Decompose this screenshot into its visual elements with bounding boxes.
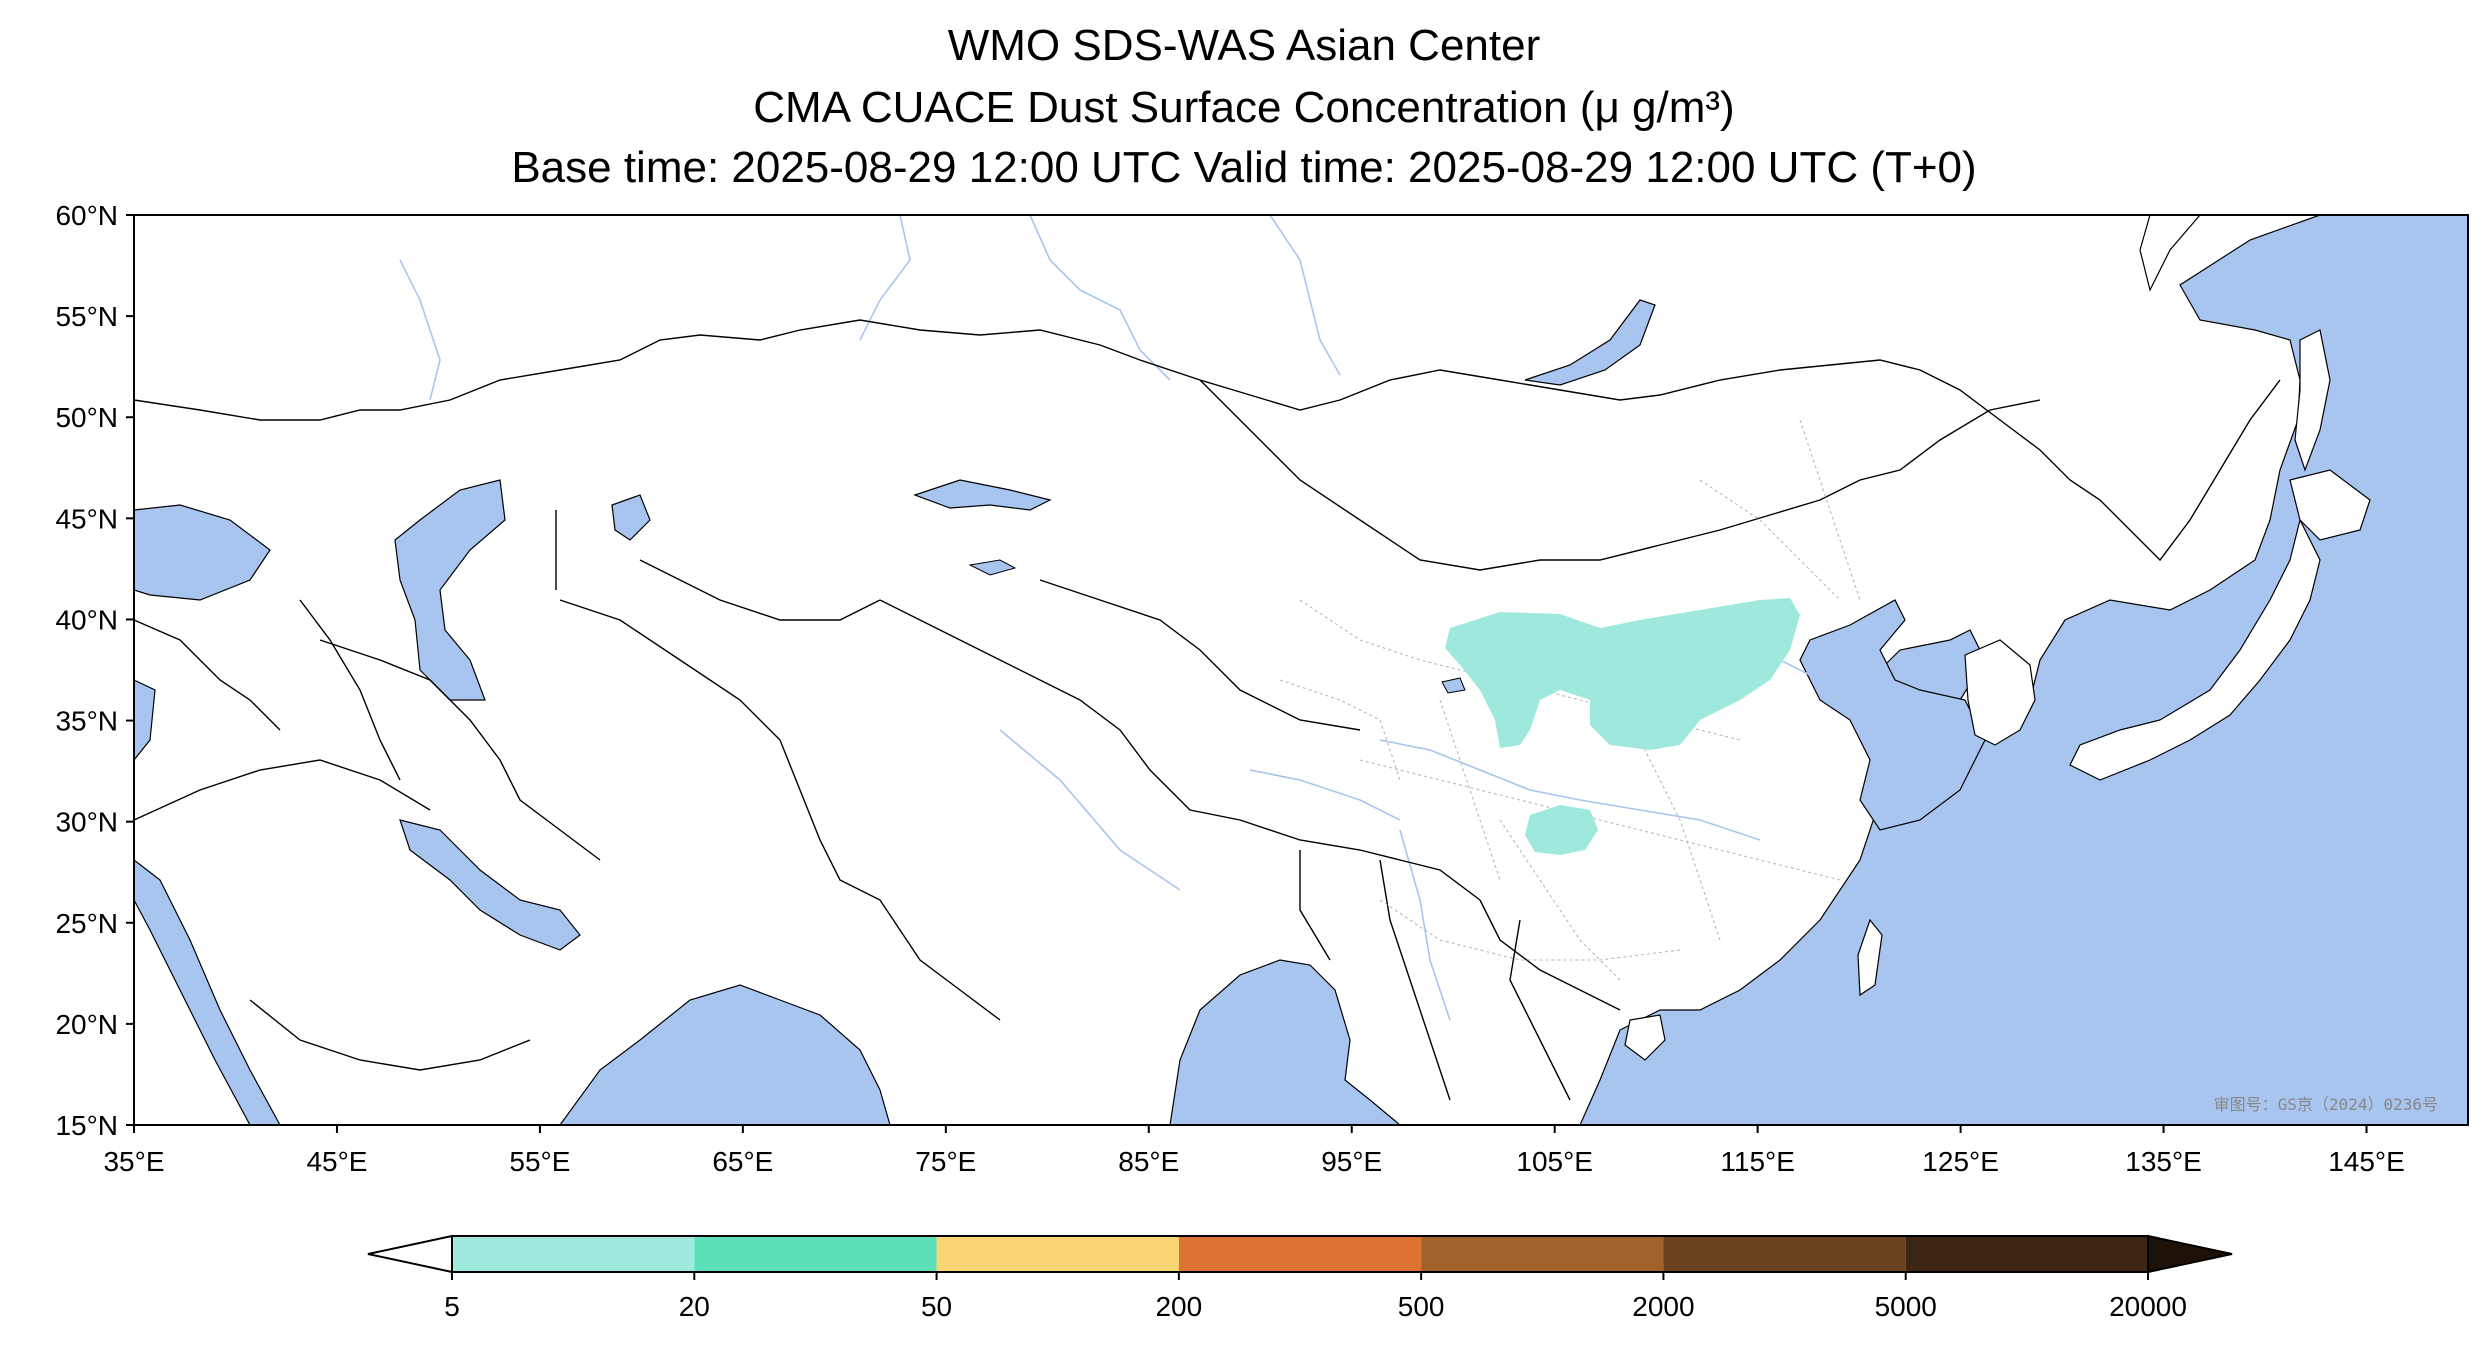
colorbar-label: 2000 — [1632, 1291, 1694, 1322]
colorbar-under-arrow — [367, 1234, 453, 1274]
longitude-axis: 35°E 45°E 55°E 65°E 75°E 85°E 95°E 105°E 115°E 12… — [103, 1125, 2405, 1177]
dust-region-sichuan — [1525, 805, 1598, 855]
colorbar-label: 500 — [1398, 1291, 1445, 1322]
caspian-sea — [394, 479, 506, 701]
lake-baikal — [1524, 299, 1656, 386]
colorbar-outline — [451, 1235, 2149, 1273]
lon-label: 45°E — [306, 1146, 367, 1177]
lon-label: 95°E — [1321, 1146, 1382, 1177]
dust-region-north — [1445, 598, 1800, 750]
lon-label: 65°E — [712, 1146, 773, 1177]
lon-label: 145°E — [2328, 1146, 2405, 1177]
korea — [1964, 639, 2036, 746]
colorbar-label: 5 — [444, 1291, 460, 1322]
lat-label: 35°N — [55, 706, 118, 737]
taiwan — [1857, 918, 1883, 997]
persian-gulf — [399, 819, 581, 951]
aral-sea — [611, 494, 651, 541]
lat-label: 55°N — [55, 301, 118, 332]
lat-label: 45°N — [55, 503, 118, 534]
colorbar-label: 20 — [679, 1291, 710, 1322]
black-sea — [134, 504, 271, 601]
title-line-1: WMO SDS-WAS Asian Center — [947, 21, 1541, 70]
colorbar-label: 200 — [1155, 1291, 1202, 1322]
colorbar-label: 20000 — [2109, 1291, 2187, 1322]
japan — [2069, 518, 2321, 781]
colorbar-segment — [1178, 1236, 1422, 1272]
lon-label: 135°E — [2125, 1146, 2202, 1177]
hainan — [1624, 1014, 1666, 1061]
lon-label: 115°E — [1720, 1146, 1795, 1177]
lon-label: 125°E — [1922, 1146, 1999, 1177]
lat-label: 20°N — [55, 1009, 118, 1040]
colorbar-segment — [694, 1236, 937, 1272]
colorbar-segment — [1663, 1236, 1906, 1272]
lon-label: 35°E — [103, 1146, 164, 1177]
lake-issyk-kul — [968, 559, 1017, 576]
kamchatka-coast — [2139, 215, 2201, 292]
title-line-3: Base time: 2025-08-29 12:00 UTC Valid ti… — [511, 143, 1977, 192]
lon-label: 75°E — [915, 1146, 976, 1177]
lon-label: 85°E — [1118, 1146, 1179, 1177]
hokkaido — [2289, 469, 2371, 541]
bay-of-bengal — [1169, 959, 1401, 1125]
yellow-sea — [1799, 599, 1986, 831]
qinghai-lake — [1441, 677, 1466, 694]
sakhalin — [2294, 329, 2331, 472]
lat-label: 40°N — [55, 604, 118, 635]
lat-label: 15°N — [55, 1110, 118, 1141]
lat-label: 25°N — [55, 908, 118, 939]
colorbar-label: 5000 — [1875, 1291, 1937, 1322]
title-line-2: CMA CUACE Dust Surface Concentration (μ … — [753, 83, 1735, 132]
colorbar-segment — [1905, 1236, 2148, 1272]
lat-label: 50°N — [55, 402, 118, 433]
lon-label: 55°E — [509, 1146, 570, 1177]
colorbar-over-arrow — [2147, 1234, 2233, 1274]
map-frame — [133, 214, 2469, 1126]
latitude-axis: 60°N 55°N 50°N 45°N 40°N 35°N 30°N 25°N 20°N 15°N — [55, 200, 134, 1141]
colorbar-segment — [936, 1236, 1179, 1272]
colorbar-segment — [452, 1236, 695, 1272]
approval-note: 审图号：GS京（2024）0236号 — [2214, 1095, 2438, 1114]
country-borders — [134, 319, 2281, 1101]
red-sea — [134, 859, 281, 1125]
colorbar: 5 20 50 200 500 2000 5000 20000 — [367, 1234, 2233, 1322]
mediterranean — [134, 679, 156, 761]
arabian-sea — [559, 984, 891, 1125]
colorbar-label: 50 — [921, 1291, 952, 1322]
map-panel: 审图号：GS京（2024）0236号 — [134, 215, 2468, 1125]
lat-label: 60°N — [55, 200, 118, 231]
lat-label: 30°N — [55, 807, 118, 838]
lon-label: 105°E — [1516, 1146, 1593, 1177]
colorbar-segment — [1421, 1236, 1664, 1272]
lake-balkhash — [913, 479, 1052, 511]
